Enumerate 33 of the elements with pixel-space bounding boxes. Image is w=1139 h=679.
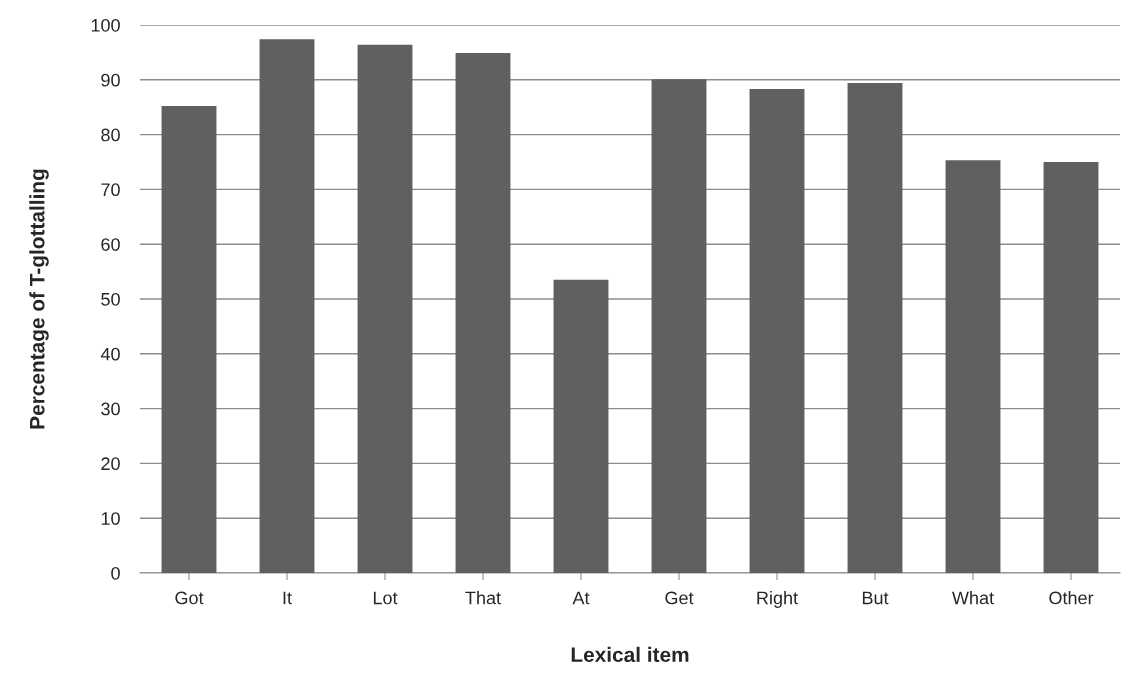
x-tick-label: At	[572, 591, 590, 605]
x-tick-label: Lot	[373, 591, 398, 605]
x-tick-label: Right	[757, 591, 798, 608]
y-axis-title: Percentage of T-glottalling	[29, 169, 49, 429]
bar	[749, 89, 805, 573]
y-tick-label: 100	[91, 18, 120, 32]
y-tick-label: 90	[101, 73, 120, 87]
y-tick-label: 60	[101, 238, 120, 251]
bar	[455, 52, 511, 573]
y-tick-label: 40	[100, 347, 120, 361]
y-tick-label: 80	[101, 128, 120, 142]
x-axis-title: Lexical item	[571, 646, 689, 663]
bar	[161, 106, 217, 573]
x-tick-label: It	[283, 591, 292, 605]
x-tick-label: But	[862, 591, 889, 605]
bar	[1043, 162, 1099, 573]
y-tick-label: 50	[101, 292, 120, 306]
bar	[847, 83, 903, 573]
bar	[553, 279, 609, 573]
bar	[945, 160, 1001, 573]
y-tick-label: 0	[111, 566, 120, 580]
y-tick-label: 30	[101, 402, 120, 416]
x-tick-label: Get	[665, 591, 694, 605]
y-tick-label: 20	[101, 457, 120, 471]
bar	[357, 44, 413, 573]
x-tick-label: That	[465, 591, 501, 605]
x-tick-label: Got	[175, 591, 204, 605]
bar	[651, 79, 707, 573]
bar	[259, 39, 315, 573]
x-tick-label: Other	[1049, 591, 1094, 605]
y-tick-label: 70	[101, 183, 120, 197]
y-tick-label: 10	[101, 512, 120, 525]
x-tick-label: What	[952, 591, 994, 605]
